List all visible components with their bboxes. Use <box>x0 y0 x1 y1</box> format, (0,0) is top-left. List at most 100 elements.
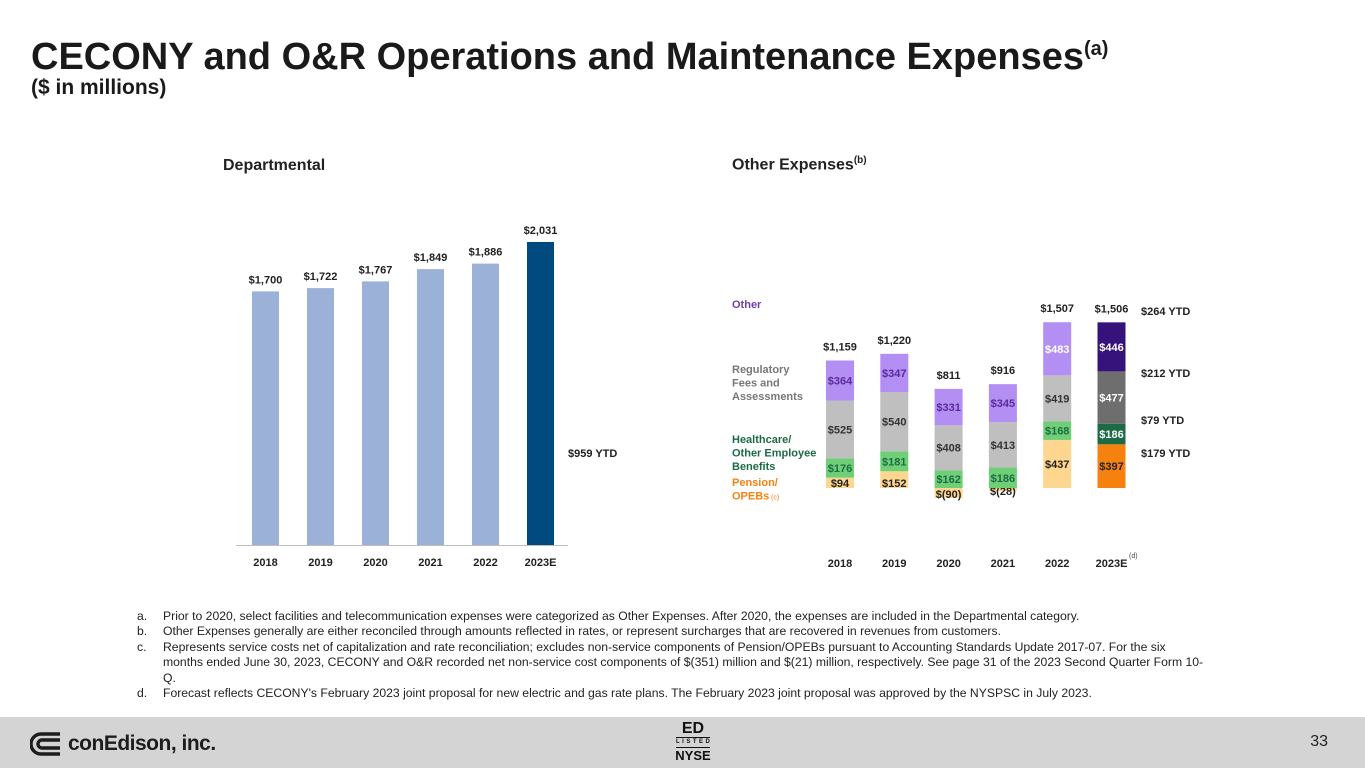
dept-category-label-2022: 2022 <box>473 557 497 569</box>
other-segment-label-s2-2020: $408 <box>936 443 960 455</box>
other-segment-s3-2019 <box>880 353 909 392</box>
other-segment-s0-2023E <box>1097 444 1126 488</box>
other-segment-s0-2019 <box>880 471 909 488</box>
other-segment-s2-2018 <box>826 400 854 459</box>
other-ytd-annotation-3: $179 YTD <box>1141 448 1190 460</box>
other-total-label-2023E: $1,506 <box>1095 303 1129 315</box>
dept-category-label-2019: 2019 <box>308 557 332 569</box>
other-segment-label-s2-2023E: $477 <box>1099 393 1123 405</box>
dept-category-label-2020: 2020 <box>363 557 387 569</box>
other-segment-s3-2021 <box>988 384 1017 423</box>
other-segment-s1-2020 <box>934 470 963 488</box>
other-segment-label-s1-2022: $168 <box>1045 426 1069 438</box>
other-expenses-chart-title: Other Expenses(b) <box>732 155 867 174</box>
departmental-chart-title: Departmental <box>223 157 326 174</box>
other-segment-label-s3-2019: $347 <box>882 368 906 380</box>
other-legend-3-line-0: Other <box>732 299 762 311</box>
other-segment-label-s3-2023E: $446 <box>1099 342 1123 354</box>
other-legend-0-line-1: OPEBs <box>732 491 769 503</box>
other-segment-label-s1-2023E: $186 <box>1099 429 1123 441</box>
other-legend-note: (c) <box>771 495 779 502</box>
other-legend-2-line-1: Fees and <box>732 378 780 390</box>
other-category-note: (d) <box>1129 553 1138 560</box>
other-segment-s2-2022 <box>1043 375 1072 422</box>
other-segment-label-s2-2022: $419 <box>1045 393 1069 405</box>
other-segment-label-s0-2021: $(28) <box>990 486 1016 498</box>
other-segment-label-s0-2023E: $397 <box>1099 461 1123 473</box>
other-segment-s1-2018 <box>826 458 854 478</box>
other-ytd-annotation-1: $212 YTD <box>1141 368 1190 380</box>
other-segment-s3-2023E <box>1097 322 1126 372</box>
footnote-d: d. Forecast reflects CECONY's February 20… <box>137 686 1092 701</box>
other-segment-label-s3-2022: $483 <box>1045 344 1069 356</box>
dept-value-label-2018: $1,700 <box>249 274 283 286</box>
other-segment-label-s2-2021: $413 <box>991 440 1015 452</box>
other-ytd-annotation-0: $264 YTD <box>1141 306 1190 318</box>
other-segment-label-s3-2020: $331 <box>936 402 960 414</box>
dept-value-label-2021: $1,849 <box>414 252 448 264</box>
other-total-label-2021: $916 <box>991 365 1015 377</box>
other-segment-s2-2023E <box>1097 371 1126 424</box>
other-total-label-2018: $1,159 <box>823 342 857 354</box>
other-legend-2-line-0: Regulatory <box>732 364 790 376</box>
other-segment-s3-2022 <box>1043 322 1072 376</box>
other-segment-s1-2021 <box>988 467 1017 488</box>
dept-value-label-2019: $1,722 <box>304 271 338 283</box>
dept-value-label-2023E: $2,031 <box>524 225 558 237</box>
other-segment-label-s2-2019: $540 <box>882 417 906 429</box>
other-category-label-2023E: 2023E <box>1096 558 1128 570</box>
dept-bar-2022 <box>472 263 499 545</box>
other-segment-s0-2018 <box>826 477 854 488</box>
dept-value-label-2020: $1,767 <box>359 264 393 276</box>
other-segment-s2-2019 <box>880 391 909 452</box>
other-segment-label-s3-2021: $345 <box>991 398 1015 410</box>
other-segment-label-s0-2019: $152 <box>882 478 906 490</box>
footnotes: a. Prior to 2020, select facilities and t… <box>137 609 1207 701</box>
other-ytd-annotation-2: $79 YTD <box>1141 415 1184 427</box>
other-segment-label-s1-2019: $181 <box>882 456 906 468</box>
other-total-label-2022: $1,507 <box>1040 303 1074 315</box>
other-segment-label-s1-2021: $186 <box>991 473 1015 485</box>
other-legend-1-line-1: Other Employee <box>732 448 816 460</box>
dept-bar-2020 <box>362 281 389 545</box>
dept-bar-2021 <box>417 269 444 545</box>
page-subtitle: ($ in millions) <box>31 76 167 99</box>
dept-ytd-annotation: $959 YTD <box>568 448 617 460</box>
other-segment-s0-2022 <box>1043 439 1072 488</box>
other-segment-label-s0-2020: $(90) <box>936 489 962 501</box>
other-category-label-2021: 2021 <box>991 558 1015 570</box>
other-category-label-2020: 2020 <box>936 558 960 570</box>
other-segment-s3-2020 <box>934 388 963 426</box>
other-expenses-chart: $94 $176 $525 $364 $1,159 2018 $152 $181 $540 $34… <box>732 299 1190 570</box>
other-category-label-2022: 2022 <box>1045 558 1069 570</box>
dept-category-label-2018: 2018 <box>253 557 277 569</box>
dept-category-label-2021: 2021 <box>418 557 442 569</box>
other-segment-s3-2018 <box>826 360 854 401</box>
dept-value-label-2022: $1,886 <box>469 247 503 259</box>
other-total-label-2020: $811 <box>937 370 961 382</box>
dept-bar-2023E <box>527 242 554 545</box>
other-total-label-2019: $1,220 <box>877 335 911 347</box>
other-category-label-2018: 2018 <box>828 558 852 570</box>
other-segment-s1-2022 <box>1043 421 1072 440</box>
dept-bar-2018 <box>252 291 279 545</box>
footnote-c: c. Represents service costs net of capita… <box>137 639 1204 685</box>
other-segment-label-s1-2018: $176 <box>828 463 852 475</box>
page-number: 33 <box>1310 733 1328 750</box>
dept-bar-2019 <box>307 288 334 545</box>
other-segment-label-s2-2018: $525 <box>828 424 852 436</box>
footer-bar: conEdison, inc. ED LISTED NYSE 33 <box>0 717 1365 768</box>
other-segment-label-s1-2020: $162 <box>936 474 960 486</box>
nyse-listed-badge: ED LISTED NYSE <box>675 720 713 763</box>
footnote-a: a. Prior to 2020, select facilities and t… <box>137 609 1080 623</box>
other-segment-s2-2020 <box>934 425 963 471</box>
other-segment-s0-2021 <box>988 488 1017 492</box>
conedison-logo: conEdison, inc. <box>30 731 216 757</box>
other-legend-1-line-0: Healthcare/ <box>732 434 791 446</box>
other-segment-label-s3-2018: $364 <box>828 376 853 388</box>
other-segment-s1-2023E <box>1097 423 1126 445</box>
dept-category-label-2023E: 2023E <box>525 557 557 569</box>
other-segment-s1-2019 <box>880 451 909 472</box>
other-category-label-2019: 2019 <box>882 558 906 570</box>
conedison-mark-icon <box>30 732 60 756</box>
